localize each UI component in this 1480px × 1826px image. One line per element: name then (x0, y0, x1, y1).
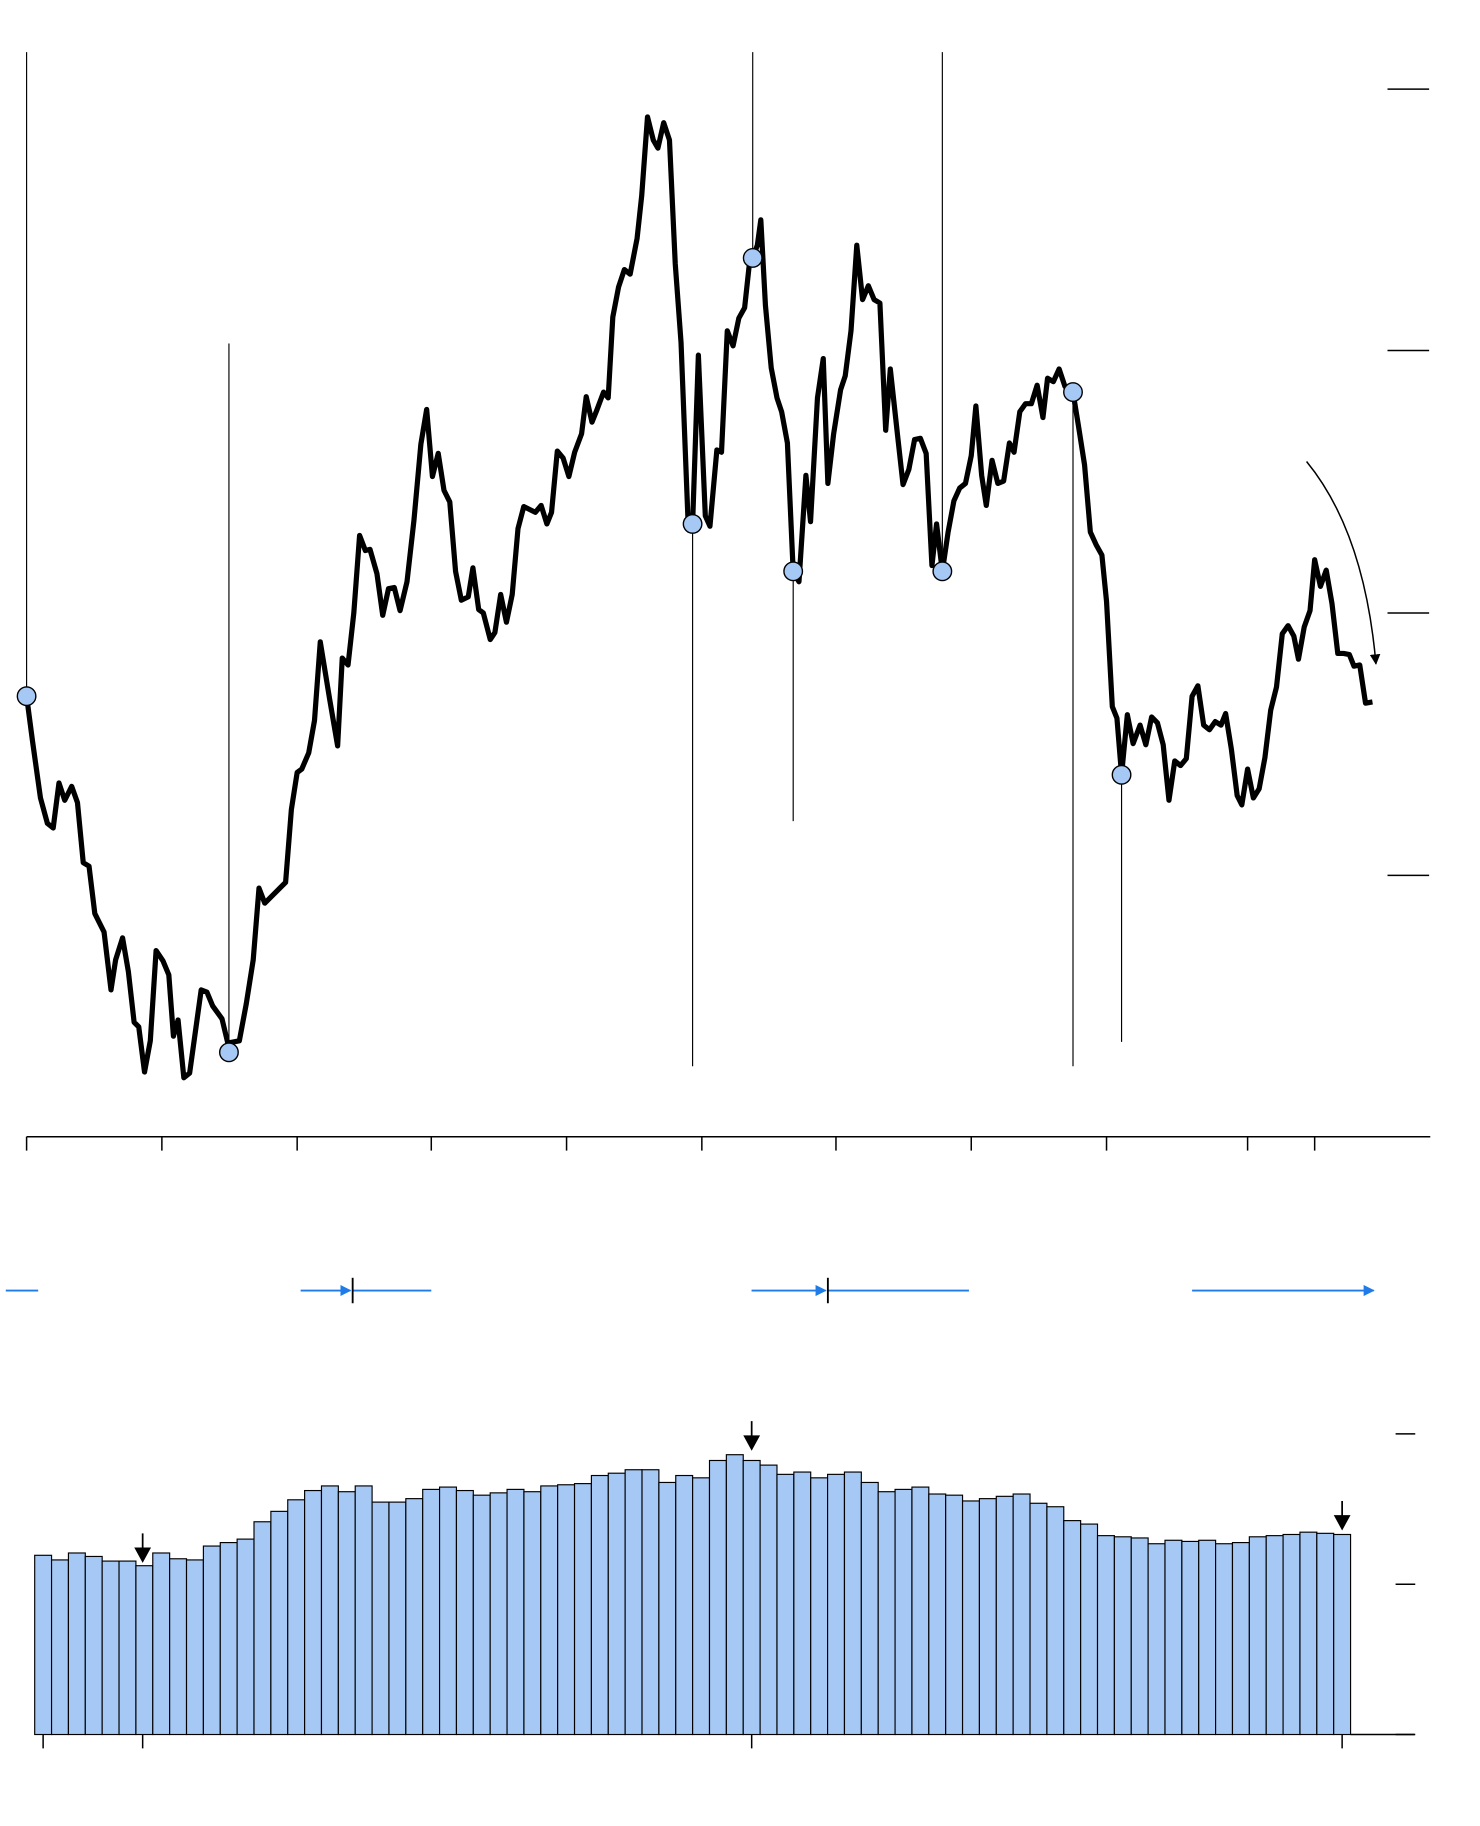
bar-arrow (1333, 1500, 1351, 1531)
bar (253, 1521, 272, 1736)
bar (1215, 1543, 1234, 1736)
bar (523, 1491, 542, 1736)
bar (455, 1489, 474, 1736)
bar (1130, 1537, 1149, 1736)
bar (675, 1474, 694, 1736)
bar (67, 1552, 86, 1736)
bar (692, 1477, 711, 1736)
bar (928, 1493, 947, 1736)
bar (1333, 1533, 1352, 1736)
bar (827, 1473, 846, 1736)
bar (1265, 1535, 1284, 1736)
bar (422, 1488, 441, 1736)
bar (725, 1454, 744, 1736)
bar (624, 1469, 643, 1736)
bar (118, 1560, 137, 1736)
event-marker (682, 513, 703, 534)
bar (354, 1485, 373, 1736)
bar (185, 1559, 204, 1736)
event-marker (16, 686, 37, 707)
bar (50, 1559, 70, 1736)
bar (1080, 1523, 1099, 1736)
bar (1164, 1539, 1183, 1736)
bar (152, 1552, 171, 1736)
price-line (24, 114, 1373, 1081)
bar (1181, 1540, 1200, 1736)
bar (995, 1495, 1014, 1736)
bar (810, 1477, 829, 1736)
event-marker (218, 1042, 239, 1063)
bar (304, 1489, 323, 1736)
bar (843, 1471, 862, 1736)
event-marker (1063, 382, 1083, 403)
bar (1046, 1506, 1065, 1736)
bar (1299, 1531, 1318, 1736)
curved-arrow (1305, 461, 1381, 665)
bar (658, 1481, 677, 1736)
bar (135, 1565, 154, 1736)
bar (1248, 1536, 1267, 1736)
bar (961, 1500, 980, 1736)
bar (1282, 1533, 1301, 1736)
bar (337, 1491, 356, 1736)
bar (472, 1494, 491, 1736)
bar (742, 1459, 761, 1736)
bar (1063, 1520, 1082, 1736)
bar (202, 1545, 221, 1736)
bar (84, 1555, 103, 1736)
bar-arrow (743, 1421, 761, 1451)
event-marker (742, 248, 763, 268)
bar (1231, 1542, 1250, 1736)
bar (506, 1488, 525, 1736)
bar (388, 1501, 407, 1736)
bar (759, 1464, 778, 1736)
bar (101, 1560, 120, 1736)
bar (776, 1473, 795, 1736)
bar (641, 1469, 660, 1736)
bar (708, 1459, 727, 1736)
bar (1316, 1532, 1335, 1736)
bar (607, 1472, 626, 1736)
bar (34, 1554, 53, 1736)
bar (945, 1494, 964, 1736)
bar (371, 1501, 390, 1736)
bar (236, 1538, 255, 1736)
bar (911, 1486, 930, 1736)
bar (287, 1499, 306, 1736)
event-marker (1111, 764, 1132, 785)
bar (489, 1492, 508, 1736)
bar (320, 1485, 339, 1736)
bar (405, 1498, 424, 1736)
bar (1096, 1535, 1115, 1736)
bar (1198, 1539, 1217, 1736)
bar (978, 1498, 997, 1736)
bar (270, 1510, 289, 1736)
bar (860, 1481, 879, 1736)
bar (219, 1542, 238, 1736)
bar (1147, 1543, 1166, 1736)
bar (438, 1486, 458, 1736)
bar (1113, 1536, 1132, 1736)
bar (894, 1488, 913, 1736)
bar (793, 1471, 812, 1736)
bar (557, 1484, 576, 1736)
bar (590, 1474, 609, 1736)
event-marker (783, 561, 804, 582)
timeline (5, 1277, 1375, 1304)
bar (877, 1491, 896, 1736)
event-marker (932, 561, 953, 582)
bar-arrow (134, 1533, 152, 1563)
bar (169, 1558, 188, 1736)
bar (1012, 1493, 1031, 1736)
bar (1029, 1502, 1048, 1736)
bar (540, 1485, 559, 1736)
bar (573, 1483, 592, 1736)
